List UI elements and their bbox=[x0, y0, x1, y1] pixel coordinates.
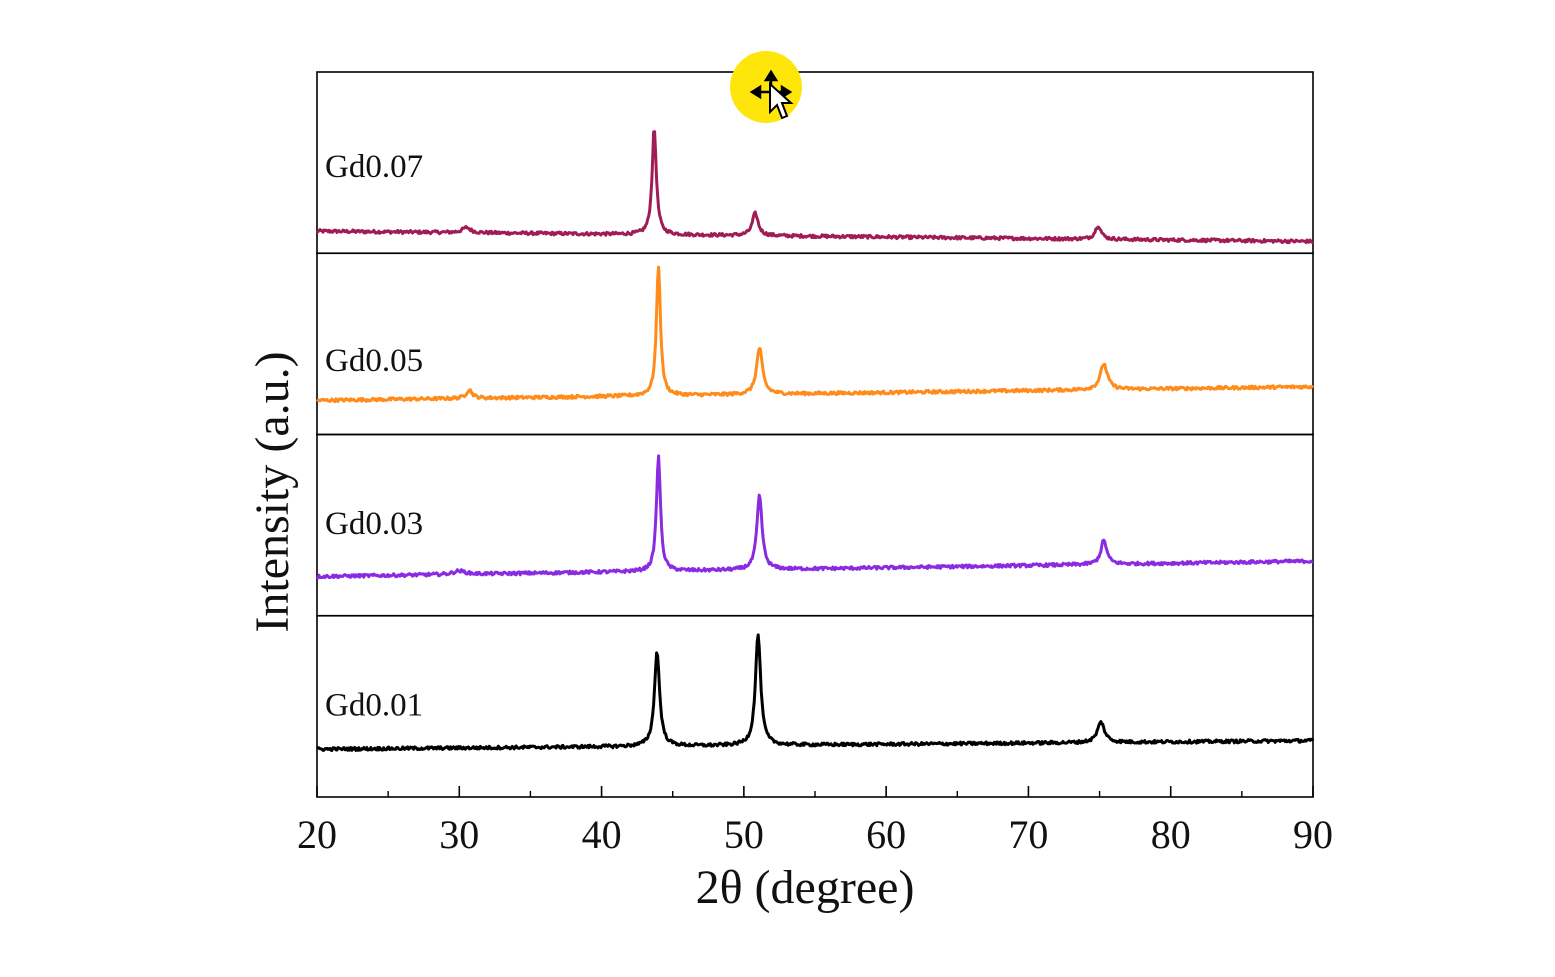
series-label: Gd0.03 bbox=[325, 506, 423, 542]
series-line-gd005 bbox=[316, 265, 1315, 404]
series-label: Gd0.07 bbox=[325, 149, 423, 185]
panel-frame bbox=[316, 614, 1314, 798]
x-axis: 20 30 40 50 60 70 80 90 bbox=[297, 786, 1333, 857]
x-axis-title: 2θ (degree) bbox=[696, 861, 915, 914]
pointer-arrow-icon bbox=[769, 81, 794, 120]
series-line-gd001 bbox=[316, 633, 1315, 752]
series-layer bbox=[315, 130, 1315, 752]
x-tick-label: 90 bbox=[1293, 812, 1333, 857]
panels bbox=[316, 71, 1314, 798]
mouse-cursor bbox=[730, 51, 802, 123]
series-line-gd003 bbox=[316, 454, 1314, 580]
x-tick-label: 30 bbox=[439, 812, 479, 857]
x-tick-label: 70 bbox=[1008, 812, 1048, 857]
x-tick-label: 20 bbox=[297, 812, 337, 857]
series-line-gd007 bbox=[315, 130, 1314, 245]
cursor-highlight bbox=[730, 51, 802, 123]
y-axis-title: Intensity (a.u.) bbox=[246, 351, 299, 632]
labels-layer: Gd0.07 Gd0.05 Gd0.03 Gd0.01 bbox=[325, 149, 423, 723]
panel-frame bbox=[316, 433, 1314, 617]
x-tick-label: 80 bbox=[1151, 812, 1191, 857]
series-label: Gd0.01 bbox=[325, 687, 423, 723]
series-label: Gd0.05 bbox=[325, 343, 423, 379]
x-tick-label: 50 bbox=[724, 812, 764, 857]
x-tick-label: 40 bbox=[582, 812, 622, 857]
x-tick-label: 60 bbox=[866, 812, 906, 857]
panel-frame bbox=[316, 252, 1314, 436]
